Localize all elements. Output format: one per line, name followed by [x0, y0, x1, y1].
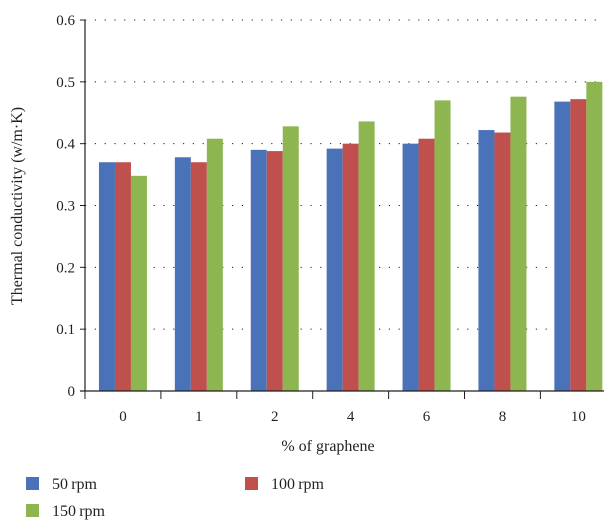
- x-tick-label: 6: [423, 409, 431, 425]
- bar-3-2: [282, 126, 299, 391]
- legend-label: 150 rpm: [52, 503, 106, 520]
- y-tick-label: 0.2: [56, 260, 75, 276]
- x-tick-label: 4: [347, 409, 355, 425]
- y-tick-label: 0: [68, 384, 76, 400]
- legend-label: 100 rpm: [271, 476, 325, 493]
- x-tick-label: 8: [499, 409, 507, 425]
- legend-swatch: [245, 477, 258, 490]
- y-tick-label: 0.6: [56, 13, 75, 29]
- bar-1-6: [402, 143, 419, 391]
- legend: 50 rpm 100 rpm 150 rpm: [26, 476, 325, 520]
- x-tick-label: 1: [195, 409, 203, 425]
- bar-3-8: [510, 96, 527, 391]
- y-tick-label: 0.5: [56, 75, 75, 91]
- bar-3-6: [434, 100, 451, 391]
- bar-3-4: [358, 121, 375, 391]
- bar-2-1: [190, 162, 207, 391]
- y-tick-labels: 0 0.1 0.2 0.3 0.4 0.5 0.6: [56, 13, 75, 400]
- bar-2-4: [342, 143, 359, 391]
- bar-3-1: [206, 138, 223, 391]
- y-axis-title: Thermal conductivity (w/m·K): [9, 107, 26, 305]
- bar-1-0: [98, 162, 115, 391]
- bar-1-8: [478, 130, 495, 391]
- bar-2-0: [114, 162, 131, 391]
- bar-1-1: [174, 157, 191, 391]
- y-tick-label: 0.1: [56, 322, 75, 338]
- bar-3-10: [586, 81, 603, 391]
- bar-2-10: [570, 99, 587, 391]
- bar-2-8: [494, 132, 511, 391]
- y-tick-label: 0.4: [56, 137, 75, 153]
- bar-3-0: [130, 175, 147, 391]
- x-tick-labels: 0 1 2 4 6 8 10: [119, 409, 586, 425]
- bar-1-4: [326, 148, 343, 391]
- bar-2-6: [418, 138, 435, 391]
- legend-swatch: [26, 477, 39, 490]
- legend-swatch: [26, 504, 39, 517]
- x-axis-title: % of graphene: [281, 438, 374, 455]
- y-tick-label: 0.3: [56, 199, 75, 215]
- bars: [98, 81, 603, 392]
- axes: [80, 19, 604, 399]
- bar-1-10: [554, 101, 571, 392]
- bar-1-2: [250, 149, 267, 391]
- legend-label: 50 rpm: [52, 476, 98, 493]
- x-tick-label: 0: [119, 409, 127, 425]
- x-tick-label: 2: [271, 409, 279, 425]
- x-tick-label: 10: [571, 409, 586, 425]
- bar-2-2: [266, 151, 283, 391]
